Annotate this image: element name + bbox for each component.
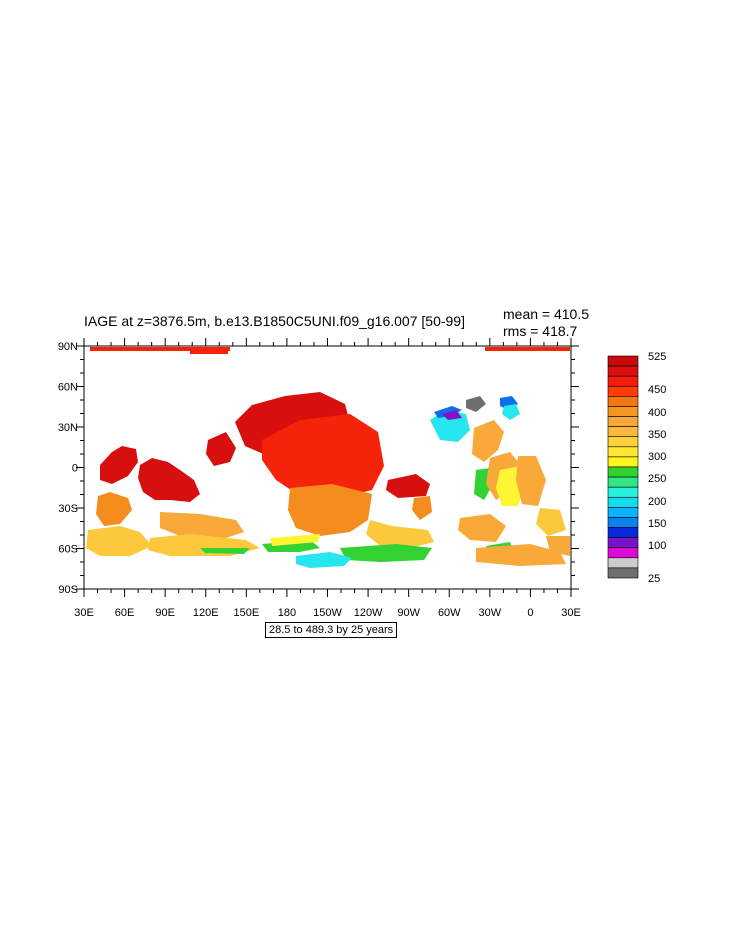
labrador-gray <box>466 396 486 412</box>
x-tick-label: 120W <box>354 607 383 619</box>
arctic-strip-2 <box>485 347 570 351</box>
rms-stat: rms = 418.7 <box>503 323 578 339</box>
colorbar-cell <box>607 567 639 579</box>
x-tick-label: 90E <box>155 607 175 619</box>
y-tick-label: 30N <box>58 422 78 434</box>
colorbar-cell <box>607 476 639 488</box>
south-atlantic-orange <box>476 544 566 566</box>
colorbar-cell <box>607 557 639 569</box>
y-tick-label: 60S <box>58 544 78 556</box>
mean-stat: mean = 410.5 <box>503 306 590 322</box>
x-axis-labels: 30E 60E 90E 120E 150E 180 150W 120W 90W 60W 30W 0 30… <box>74 607 581 619</box>
y-tick-label: 60N <box>58 382 78 394</box>
southern-cyan <box>296 552 352 568</box>
colorbar-label: 100 <box>648 540 666 552</box>
colorbar-cell <box>607 396 639 407</box>
y-tick-label: 30S <box>58 503 78 515</box>
east-pacific-orange <box>412 496 432 520</box>
southern-yellow-pacific <box>270 534 320 546</box>
x-tick-label: 90W <box>397 607 420 619</box>
colorbar-cell <box>607 426 639 438</box>
indian-ocean-north <box>100 446 138 484</box>
north-atlantic-purple <box>442 410 462 420</box>
indian-south-yellow <box>86 526 152 556</box>
colorbar-label: 300 <box>648 451 666 463</box>
atlantic-orange-north <box>472 420 504 462</box>
x-tick-label: 60W <box>438 607 461 619</box>
colorbar-cell <box>607 446 639 458</box>
north-atlantic-blue <box>434 406 462 418</box>
colorbar-cell <box>607 416 639 427</box>
x-tick-label: 30W <box>479 607 502 619</box>
atlantic-east-orange <box>516 456 546 506</box>
colorbar-labels: 525 450 400 350 300 250 200 150 100 25 <box>648 351 666 585</box>
axis-ticks <box>76 338 579 597</box>
colorbar-label: 200 <box>648 496 666 508</box>
colorbar-cell <box>607 507 639 518</box>
atlantic-far-east-yellow <box>536 508 566 536</box>
colorbar-cell <box>607 406 639 417</box>
y-axis-labels: 90N 60N 30N 0 30S 60S 90S <box>58 341 78 596</box>
indian-ocean-main <box>138 458 200 502</box>
colorbar-cell <box>607 355 639 367</box>
colorbar-cell <box>607 547 639 559</box>
colorbar-label: 250 <box>648 473 666 485</box>
y-tick-label: 90S <box>58 584 78 596</box>
y-tick-label: 90N <box>58 341 78 353</box>
x-tick-label: 150E <box>233 607 259 619</box>
east-pacific-yo <box>366 520 434 548</box>
central-pacific-red <box>262 414 384 498</box>
southern-green-west <box>200 548 250 554</box>
x-tick-label: 150W <box>313 607 342 619</box>
colorbar-label: 525 <box>648 351 666 363</box>
plot-title: IAGE at z=3876.5m, b.e13.B1850C5UNI.f09_… <box>84 313 465 329</box>
colorbar-cell <box>607 496 639 508</box>
colorbar-cell <box>607 517 639 528</box>
x-tick-label: 180 <box>278 607 296 619</box>
colorbar-label: 350 <box>648 429 666 441</box>
ocean-field <box>86 347 570 568</box>
x-tick-label: 120E <box>193 607 219 619</box>
colorbar-label: 150 <box>648 518 666 530</box>
atlantic-orange-south <box>458 514 506 542</box>
arctic-strip-1 <box>90 347 230 351</box>
east-pacific-red <box>386 474 430 498</box>
x-tick-label: 0 <box>527 607 533 619</box>
contour-info-box: 28.5 to 489.3 by 25 years <box>265 622 398 638</box>
colorbar-label: 25 <box>648 573 660 585</box>
colorbar-cell <box>607 365 639 377</box>
southern-green-east <box>340 544 432 562</box>
x-tick-label: 60E <box>115 607 135 619</box>
colorbar-label: 400 <box>648 407 666 419</box>
arctic-strip-3 <box>190 351 228 354</box>
colorbar-label: 450 <box>648 384 666 396</box>
y-tick-label: 0 <box>72 463 78 475</box>
colorbar-cell <box>607 375 639 387</box>
south-pacific-orange <box>288 484 372 536</box>
colorbar <box>607 355 639 579</box>
west-pacific-dr-2 <box>206 432 236 466</box>
colorbar-cell <box>607 466 639 478</box>
colorbar-cell <box>607 486 639 498</box>
colorbar-cell <box>607 436 639 448</box>
x-tick-label: 30E <box>561 607 581 619</box>
indian-ocean-orange <box>96 492 132 526</box>
north-east-cyan <box>502 404 520 420</box>
colorbar-cell <box>607 527 639 538</box>
colorbar-cell <box>607 456 639 468</box>
colorbar-cell <box>607 537 639 549</box>
colorbar-cell <box>607 385 639 397</box>
atlantic-se-orange <box>546 536 570 556</box>
south-pacific-lo <box>160 512 244 540</box>
x-tick-label: 30E <box>74 607 94 619</box>
